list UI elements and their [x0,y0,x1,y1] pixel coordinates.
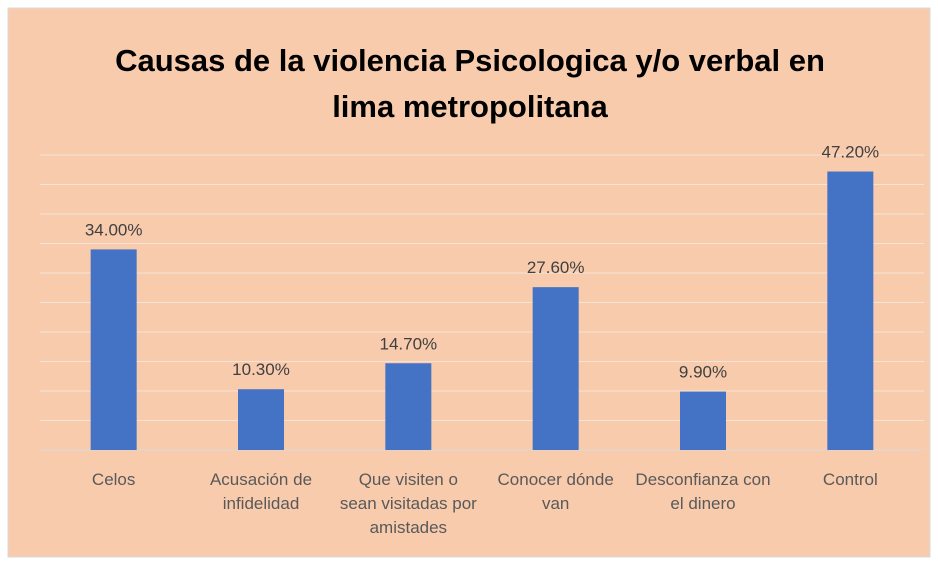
x-tick-label: Control [822,470,878,489]
data-label: 34.00% [85,220,143,239]
x-tick-label: Desconfianza con el dinero [635,470,771,513]
data-label: 47.20% [821,143,879,162]
bar [532,287,579,450]
bar [90,249,137,450]
x-label-box: Control [822,470,878,489]
chart-background [7,7,931,558]
data-label: 27.60% [527,258,585,277]
title-box: Causas de la violencia Psicologica y/o v… [115,43,825,124]
bar [827,171,874,450]
bar [385,363,432,450]
x-label-box: Que visiten o sean visitadas por amistad… [339,470,477,537]
x-tick-label: Acusación de infidelidad [209,470,313,513]
x-label-box: Desconfianza con el dinero [635,470,771,513]
chart-title: Causas de la violencia Psicologica y/o v… [115,43,825,124]
x-tick-label: Celos [91,470,136,489]
data-label: 10.30% [232,360,290,379]
x-tick-label: Conocer dónde van [497,470,614,513]
x-label-box: Acusación de infidelidad [209,470,313,513]
bar [680,391,726,450]
bar [238,389,284,450]
data-label: 9.90% [679,363,727,382]
x-label-box: Conocer dónde van [497,470,614,513]
data-label: 14.70% [379,334,437,353]
x-label-box: Celos [91,470,136,489]
x-tick-label: Que visiten o sean visitadas por amistad… [339,470,477,537]
